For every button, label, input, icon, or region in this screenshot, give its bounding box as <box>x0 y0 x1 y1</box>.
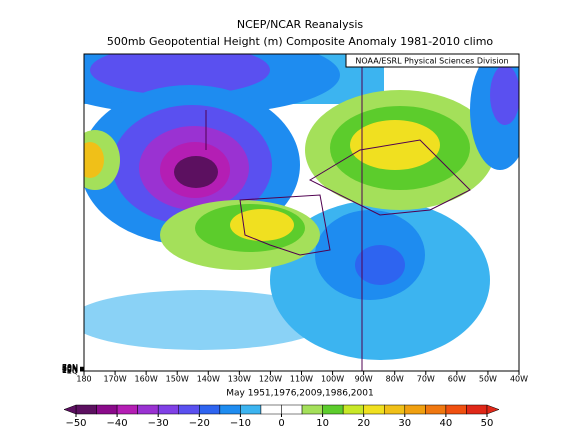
x-tick-label: 70W <box>417 375 435 384</box>
x-tick-label: 170W <box>103 375 126 384</box>
x-tick-label: 140W <box>197 375 220 384</box>
contour <box>90 54 270 95</box>
x-tick-label: 180 <box>76 375 91 384</box>
colorbar-bin <box>199 404 221 415</box>
colorbar-low-arrow <box>63 404 77 415</box>
x-tick-label: 80W <box>386 375 404 384</box>
y-tick-label: 60N <box>62 364 78 373</box>
colorbar-tick-label: −10 <box>230 418 251 429</box>
colorbar-tick-label: 30 <box>398 418 411 429</box>
contour <box>84 142 104 178</box>
colorbar-tick-label: −20 <box>189 418 210 429</box>
credit-box <box>345 53 520 68</box>
colorbar-tick-label: −40 <box>107 418 128 429</box>
colorbar-bin <box>404 404 426 415</box>
x-tick-label: 120W <box>259 375 282 384</box>
colorbar-bin <box>322 404 344 415</box>
colorbar-bin <box>384 404 406 415</box>
colorbar-tick-label: 0 <box>278 418 284 429</box>
contour <box>84 290 330 350</box>
x-tick-label: 100W <box>321 375 344 384</box>
y-tick-label: 20N <box>62 366 78 375</box>
y-tick-label: 30N <box>62 365 78 374</box>
contour <box>490 65 519 125</box>
coastline <box>239 139 471 256</box>
y-tick-label: 70N <box>62 363 78 372</box>
colorbar-bin <box>137 404 159 415</box>
title: NCEP/NCAR Reanalysis <box>237 18 363 31</box>
x-tick-label: 160W <box>135 375 158 384</box>
colorbar-high-arrow <box>486 404 500 415</box>
x-tick-label: 60W <box>448 375 466 384</box>
colorbar-bin <box>116 404 138 415</box>
colorbar-bin <box>96 404 118 415</box>
contour <box>355 245 405 285</box>
x-tick-label: 110W <box>290 375 313 384</box>
colorbar-bin <box>363 404 385 415</box>
colorbar-tick-label: −50 <box>65 418 86 429</box>
contour <box>350 120 440 170</box>
colorbar-tick-label: 40 <box>440 418 453 429</box>
x-tick-label: 150W <box>166 375 189 384</box>
x-tick-label: 50W <box>479 375 497 384</box>
colorbar-bin <box>219 404 241 415</box>
y-tick-label: 10N <box>62 366 78 375</box>
contour <box>174 156 218 188</box>
y-tick-label: EQ <box>67 367 78 376</box>
colorbar-tick-label: 20 <box>357 418 370 429</box>
colorbar-bin <box>445 404 467 415</box>
y-tick-label: 80N <box>62 363 78 372</box>
colorbar-bin <box>342 404 364 415</box>
colorbar-bin <box>157 404 179 415</box>
colorbar-bin <box>260 404 282 415</box>
caption: May 1951,1976,2009,1986,2001 <box>226 389 373 399</box>
anomaly-field <box>84 54 519 371</box>
subtitle: 500mb Geopotential Height (m) Composite … <box>107 35 494 48</box>
x-tick-label: 90W <box>355 375 373 384</box>
colorbar-bin <box>466 404 488 415</box>
colorbar-tick-label: 50 <box>481 418 494 429</box>
y-tick-label: 40N <box>62 365 78 374</box>
colorbar-tick-label: −30 <box>148 418 169 429</box>
colorbar-bin <box>75 404 97 415</box>
colorbar-bin <box>425 404 447 415</box>
contour <box>230 209 294 241</box>
colorbar-tick-label: 10 <box>316 418 329 429</box>
x-tick-label: 130W <box>228 375 251 384</box>
colorbar-bin <box>240 404 262 415</box>
credit: NOAA/ESRL Physical Sciences Division <box>355 57 508 66</box>
colorbar-bin <box>281 404 303 415</box>
colorbar-bin <box>301 404 323 415</box>
colorbar-bin <box>178 404 200 415</box>
x-tick-label: 40W <box>510 375 528 384</box>
y-tick-label: 50N <box>62 364 78 373</box>
